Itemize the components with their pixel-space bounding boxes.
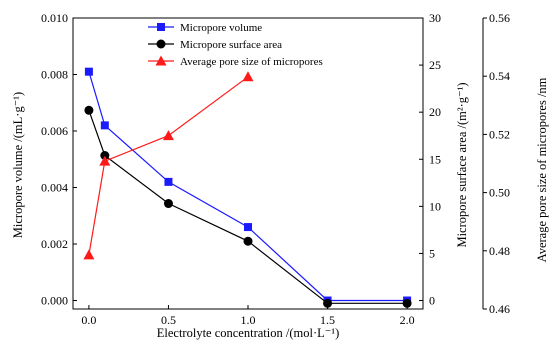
right1-tick-label: 30	[429, 11, 441, 25]
right2-tick-label: 0.52	[489, 127, 510, 141]
right2-tick-label: 0.50	[489, 186, 510, 200]
right2-tick-label: 0.46	[489, 302, 510, 316]
right1-tick-label: 10	[429, 199, 441, 213]
data-point	[244, 223, 252, 232]
right-axis-1-title: Micropore surface area /(m²·g⁻¹)	[455, 82, 469, 247]
x-tick-label: 1.5	[320, 313, 335, 327]
axis-ticks: 0.0 0.5 1.0 1.5 2.0 0.000 0.002 0.004 0.006 0.008…	[41, 11, 510, 327]
left-tick-label: 0.006	[41, 124, 68, 138]
series-square	[84, 67, 412, 305]
data-point	[83, 249, 95, 260]
legend: Micropore volume Micropore surface area Av…	[148, 22, 323, 68]
legend-marker	[155, 55, 167, 66]
left-tick-label: 0.010	[41, 11, 68, 25]
series-line	[88, 71, 408, 302]
data-point	[100, 121, 109, 130]
data-point	[243, 236, 253, 246]
legend-label: Micropore volume	[180, 22, 262, 34]
right2-tick-label: 0.54	[489, 69, 510, 83]
right1-tick-label: 20	[429, 105, 441, 119]
data-point	[100, 150, 110, 160]
legend-label: Micropore surface area	[180, 39, 282, 51]
series-line	[88, 110, 408, 304]
left-tick-label: 0.002	[41, 237, 68, 251]
left-tick-label: 0.000	[41, 294, 68, 308]
series-triangle	[83, 71, 254, 260]
legend-marker	[157, 23, 165, 31]
legend-item: Micropore volume	[148, 22, 262, 34]
legend-item: Micropore surface area	[148, 39, 282, 51]
x-tick-label: 0.5	[161, 313, 176, 327]
x-tick-label: 0.0	[81, 313, 96, 327]
x-axis-title: Electrolyte concentration /(mol·L⁻¹)	[157, 326, 340, 340]
x-tick-label: 2.0	[400, 313, 415, 327]
right1-tick-label: 0	[429, 294, 435, 308]
right1-tick-label: 15	[429, 152, 441, 166]
right-axis-2-title: Average pore size of micropores /nm	[535, 77, 549, 262]
right1-tick-label: 5	[429, 246, 435, 260]
data-point	[164, 177, 173, 186]
data-point	[84, 67, 93, 76]
data-point	[402, 298, 412, 308]
right2-tick-label: 0.48	[489, 244, 510, 258]
data-point	[84, 105, 94, 115]
right2-tick-label: 0.56	[489, 11, 510, 25]
series-layer	[83, 67, 412, 308]
x-tick-label: 1.0	[241, 313, 256, 327]
left-tick-label: 0.008	[41, 68, 68, 82]
legend-item: Average pore size of micropores	[148, 55, 323, 68]
series-circle	[84, 105, 412, 308]
series-line	[88, 76, 249, 256]
left-axis-title: Micropore volume /(mL·g⁻¹)	[11, 92, 25, 238]
legend-marker	[156, 39, 166, 49]
legend-label: Average pore size of micropores	[180, 56, 323, 68]
data-point	[99, 155, 111, 166]
data-point	[242, 71, 254, 82]
data-point	[163, 199, 173, 209]
data-point	[162, 130, 174, 141]
data-point	[323, 298, 333, 308]
right1-tick-label: 25	[429, 58, 441, 72]
left-tick-label: 0.004	[41, 181, 68, 195]
